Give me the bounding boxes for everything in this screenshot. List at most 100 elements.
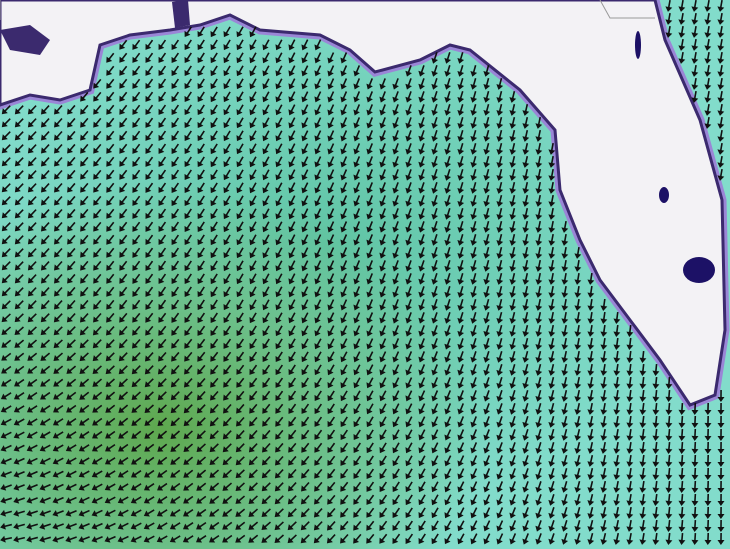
wind-arrow	[470, 260, 478, 272]
wind-arrow	[392, 416, 400, 428]
wind-arrow	[53, 378, 64, 387]
wind-arrow	[535, 350, 543, 363]
wind-arrow	[132, 221, 141, 232]
wind-arrow	[119, 52, 128, 63]
wind-arrow	[78, 496, 90, 504]
wind-arrow	[67, 182, 76, 193]
wind-arrow	[418, 299, 425, 311]
wind-arrow	[678, 454, 686, 467]
wind-arrow	[145, 312, 154, 323]
wind-arrow	[119, 221, 128, 232]
wind-arrow	[249, 364, 258, 375]
wind-arrow	[366, 390, 374, 402]
wind-arrow	[91, 522, 103, 530]
wind-arrow	[431, 351, 438, 363]
wind-arrow	[366, 299, 374, 311]
wind-arrow	[301, 377, 309, 389]
wind-arrow	[132, 104, 141, 115]
wind-arrow	[93, 143, 102, 154]
wind-arrow	[444, 65, 452, 77]
wind-arrow	[522, 390, 530, 402]
wind-arrow	[470, 299, 478, 311]
wind-arrow	[223, 26, 231, 38]
wind-arrow	[379, 234, 386, 246]
wind-arrow	[288, 325, 296, 337]
wind-arrow	[223, 52, 231, 64]
wind-arrow	[26, 522, 38, 530]
wind-arrow	[548, 181, 556, 194]
wind-arrow	[1, 235, 11, 245]
wind-arrow	[93, 273, 102, 284]
wind-arrow	[496, 129, 504, 142]
wind-arrow	[80, 247, 89, 258]
wind-arrow	[196, 443, 206, 453]
wind-arrow	[561, 520, 569, 532]
wind-arrow	[353, 338, 361, 350]
wind-arrow	[379, 494, 388, 505]
wind-arrow	[327, 78, 335, 90]
wind-arrow	[1, 274, 11, 284]
wind-arrow	[184, 299, 193, 310]
wind-arrow	[340, 442, 349, 453]
wind-arrow	[275, 156, 283, 168]
wind-arrow	[379, 117, 386, 129]
wind-arrow	[209, 469, 220, 478]
wind-arrow	[574, 494, 582, 506]
wind-arrow	[548, 429, 556, 441]
wind-arrow	[353, 195, 361, 207]
wind-arrow	[561, 337, 569, 350]
wind-arrow	[483, 272, 491, 285]
wind-arrow	[548, 194, 556, 207]
wind-arrow	[158, 143, 167, 154]
wind-arrow	[184, 195, 192, 207]
wind-arrow	[210, 364, 219, 375]
wind-arrow	[340, 234, 348, 246]
wind-arrow	[210, 104, 218, 116]
wind-arrow	[314, 338, 322, 350]
wind-arrow	[535, 429, 543, 441]
wind-arrow	[587, 389, 595, 402]
wind-arrow	[691, 90, 699, 103]
wind-arrow	[105, 391, 116, 400]
wind-arrow	[600, 480, 608, 493]
wind-arrow	[717, 480, 725, 493]
wind-arrow	[67, 260, 76, 271]
wind-arrow	[483, 312, 491, 324]
wind-arrow	[483, 325, 491, 337]
wind-arrow	[405, 104, 412, 116]
wind-arrow	[418, 273, 425, 285]
wind-arrow	[574, 337, 582, 350]
wind-arrow	[457, 442, 465, 454]
wind-arrow	[574, 246, 582, 259]
wind-arrow	[288, 130, 296, 142]
wind-arrow	[288, 364, 296, 376]
wind-arrow	[340, 52, 348, 64]
wind-arrow	[704, 402, 712, 415]
wind-arrow	[91, 457, 103, 465]
wind-arrow	[353, 533, 362, 544]
wind-arrow	[626, 441, 634, 454]
wind-arrow	[235, 508, 246, 517]
wind-arrow	[262, 130, 270, 142]
wind-arrow	[52, 444, 64, 452]
wind-arrow	[210, 221, 218, 233]
wind-arrow	[717, 428, 725, 441]
wind-arrow	[535, 246, 543, 259]
wind-arrow	[14, 287, 24, 297]
wind-arrow	[27, 131, 37, 141]
wind-arrow	[236, 52, 244, 64]
wind-arrow	[626, 480, 634, 493]
wind-arrow	[431, 273, 439, 285]
wind-arrow	[196, 508, 207, 517]
wind-arrow	[262, 299, 270, 311]
wind-arrow	[327, 481, 336, 492]
wind-arrow	[548, 246, 556, 259]
wind-arrow	[184, 104, 192, 116]
wind-arrow	[418, 312, 425, 324]
wind-arrow	[275, 182, 283, 194]
wind-arrow	[717, 493, 725, 506]
wind-arrow	[431, 195, 439, 207]
wind-arrow	[457, 416, 465, 428]
wind-arrow	[314, 260, 322, 272]
wind-arrow	[106, 143, 115, 154]
